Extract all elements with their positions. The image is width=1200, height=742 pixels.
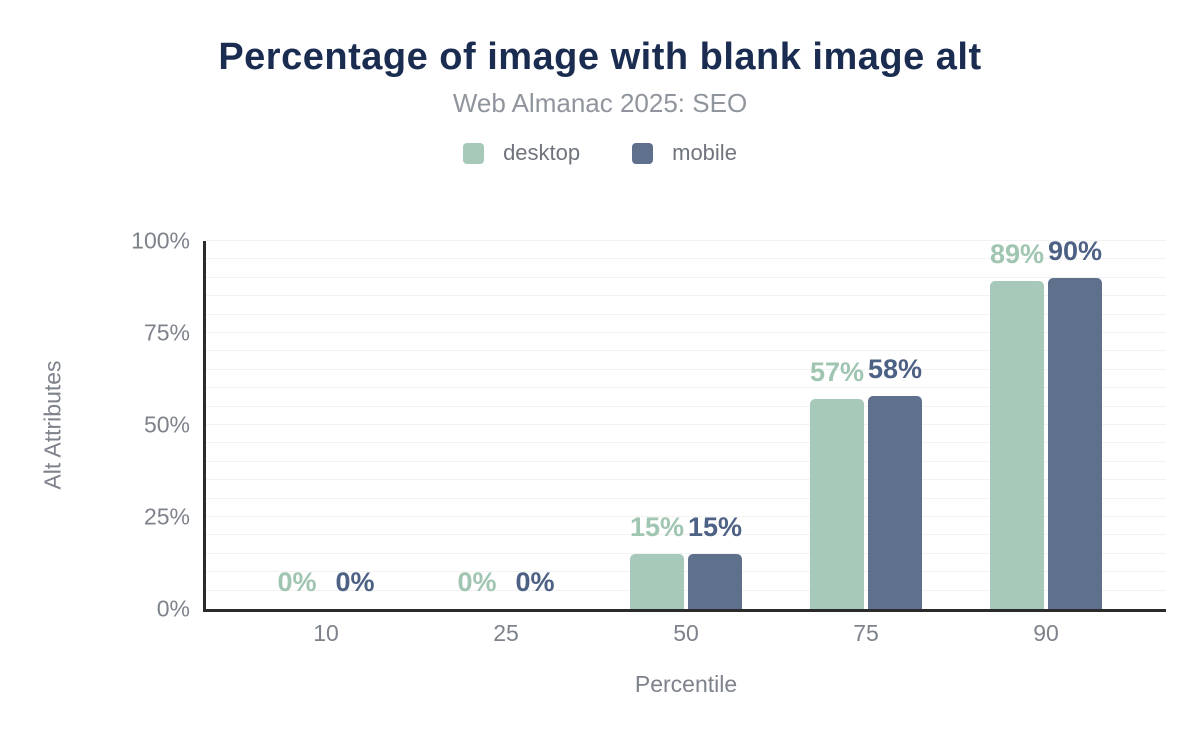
gridline-35 xyxy=(206,479,1166,481)
plot-area: Alt Attributes Percentile 0% 25% 50% 75% 100… xyxy=(40,228,1166,697)
gridline-30 xyxy=(206,497,1166,499)
gridline-10 xyxy=(206,571,1166,573)
gridline-5 xyxy=(206,589,1166,591)
gridline-85 xyxy=(206,295,1166,297)
chart-title: Percentage of image with blank image alt xyxy=(218,36,982,78)
data-label-mobile-p10: 0% xyxy=(335,567,375,597)
legend-label-mobile: mobile xyxy=(672,140,737,165)
data-label-desktop-p50: 15% xyxy=(629,511,685,542)
y-tick-25: 25% xyxy=(143,503,190,530)
x-axis-title: Percentile xyxy=(634,671,738,697)
gridline-25 xyxy=(206,516,1166,517)
desktop-legend-swatch xyxy=(463,142,485,164)
bar-desktop-p90 xyxy=(990,281,1044,609)
chart-subtitle: Web Almanac 2025: SEO xyxy=(452,88,748,118)
data-label-mobile-p25: 0% xyxy=(515,567,555,597)
y-tick-100: 100% xyxy=(131,227,190,254)
bar-mobile-p90 xyxy=(1048,277,1102,609)
gridline-60 xyxy=(206,387,1166,389)
bar-desktop-p75 xyxy=(810,399,864,609)
bar-mobile-p50 xyxy=(688,553,742,609)
gridline-90 xyxy=(206,276,1166,278)
bar-desktop-p50 xyxy=(630,553,684,609)
data-label-mobile-p75: 58% xyxy=(867,353,923,384)
gridline-75 xyxy=(206,332,1166,333)
x-tick-10: 10 xyxy=(313,620,339,646)
x-tick-50: 50 xyxy=(673,620,699,646)
data-label-mobile-p50: 15% xyxy=(687,511,743,542)
bar-mobile-p75 xyxy=(868,395,922,609)
y-tick-50: 50% xyxy=(143,411,190,438)
y-tick-75: 75% xyxy=(143,319,190,346)
chart-legend: desktop mobile xyxy=(0,140,1200,166)
legend-label-desktop: desktop xyxy=(503,140,581,165)
gridline-45 xyxy=(206,442,1166,444)
gridline-100 xyxy=(206,240,1166,241)
gridline-40 xyxy=(206,460,1166,462)
x-tick-90: 90 xyxy=(1033,620,1059,646)
data-label-desktop-p90: 89% xyxy=(989,239,1045,270)
gridline-80 xyxy=(206,313,1166,315)
gridline-70 xyxy=(206,350,1166,352)
data-label-mobile-p90: 90% xyxy=(1047,235,1103,266)
legend-item-desktop: desktop xyxy=(463,140,580,166)
x-tick-75: 75 xyxy=(853,620,879,646)
data-label-desktop-p75: 57% xyxy=(809,357,865,388)
data-label-desktop-p10: 0% xyxy=(277,567,317,597)
mobile-legend-swatch xyxy=(632,142,654,164)
y-axis-title: Alt Attributes xyxy=(39,360,66,490)
x-tick-25: 25 xyxy=(493,620,519,646)
y-tick-0: 0% xyxy=(156,595,190,622)
data-label-desktop-p25: 0% xyxy=(457,567,497,597)
legend-item-mobile: mobile xyxy=(632,140,737,166)
gridline-95 xyxy=(206,258,1166,260)
gridline-15 xyxy=(206,552,1166,554)
gridline-55 xyxy=(206,405,1166,407)
gridline-65 xyxy=(206,368,1166,370)
gridline-50 xyxy=(206,424,1166,425)
gridline-20 xyxy=(206,534,1166,536)
